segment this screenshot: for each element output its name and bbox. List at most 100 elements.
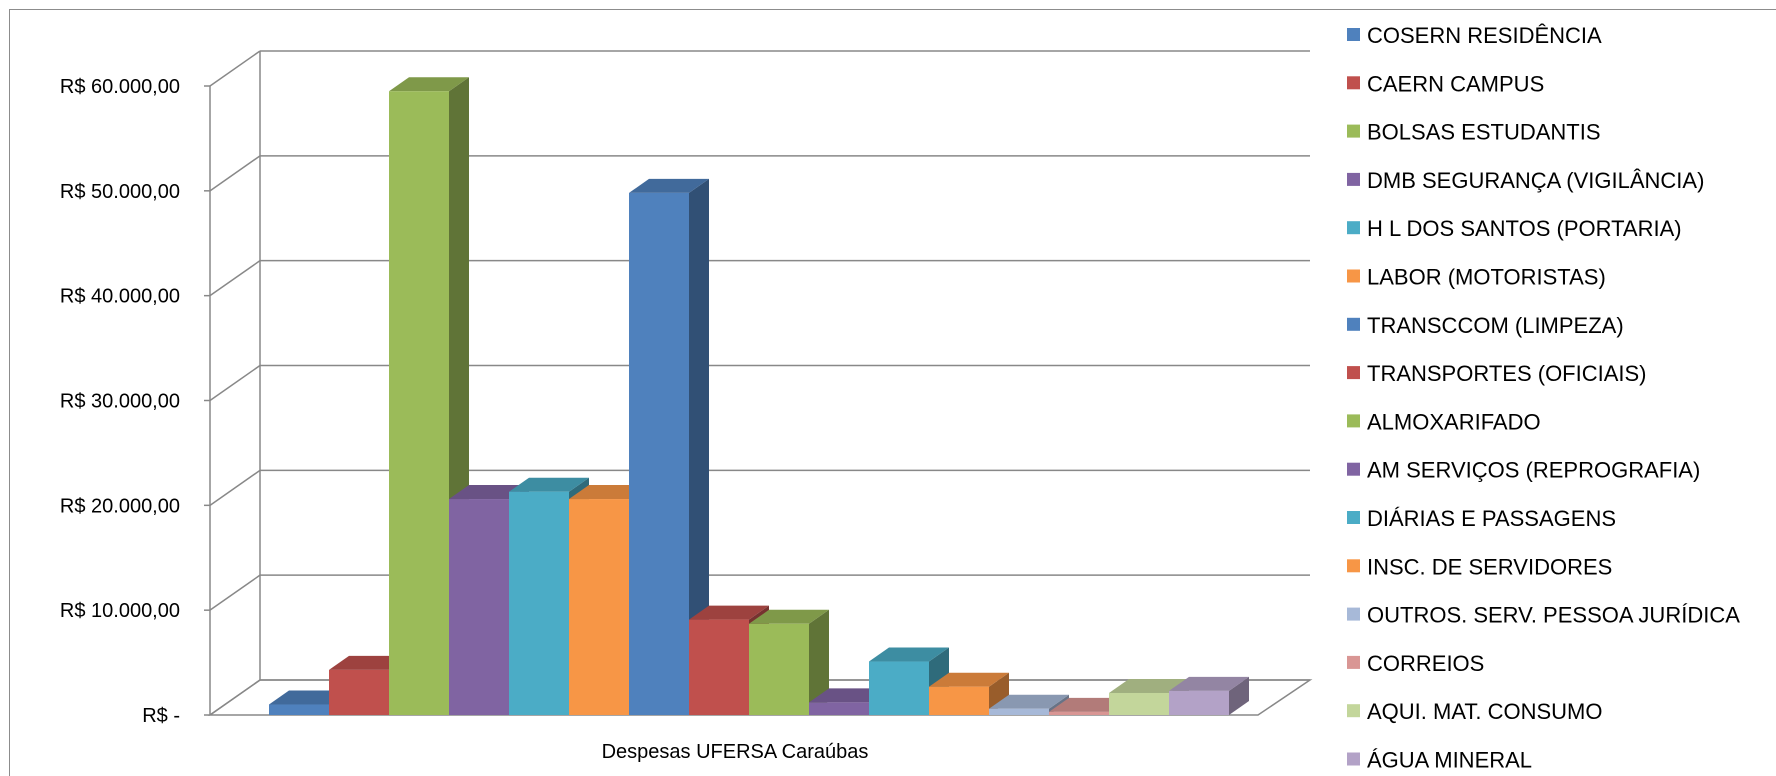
y-tick-label: R$ 30.000,00 xyxy=(60,391,180,413)
legend-item: CORREIOS xyxy=(1347,651,1484,676)
bar-top xyxy=(629,178,709,193)
gridline-side xyxy=(209,574,261,611)
legend-swatch xyxy=(1347,607,1360,621)
bar-side xyxy=(1229,676,1249,715)
legend-label: COSERN RESIDÊNCIA xyxy=(1367,23,1602,48)
legend-item: INSC. DE SERVIDORES xyxy=(1347,554,1612,579)
legend-swatch xyxy=(1347,462,1360,476)
legend-item: COSERN RESIDÊNCIA xyxy=(1347,23,1602,48)
bar-front xyxy=(389,91,449,715)
bar xyxy=(749,609,829,715)
bar-front xyxy=(989,708,1049,715)
bar-front xyxy=(629,192,689,715)
legend: COSERN RESIDÊNCIA CAERN CAMPUS BOLSAS ESTU… xyxy=(1347,23,1740,773)
legend-swatch xyxy=(1347,221,1360,235)
legend-label: OUTROS. SERV. PESSOA JURÍDICA xyxy=(1367,603,1740,628)
legend-item: ALMOXARIFADO xyxy=(1347,409,1541,434)
legend-item: TRANSPORTES (OFICIAIS) xyxy=(1347,361,1647,386)
bar xyxy=(389,77,469,715)
legend-label: BOLSAS ESTUDANTIS xyxy=(1367,120,1601,145)
bar-top xyxy=(1169,676,1249,691)
legend-item: AQUI. MAT. CONSUMO xyxy=(1347,699,1603,724)
bar-top xyxy=(929,672,1009,687)
bar xyxy=(629,178,709,715)
bar-front xyxy=(689,619,749,715)
y-tick-label: R$ 60.000,00 xyxy=(60,76,180,98)
gridline-side xyxy=(209,50,261,87)
legend-item: DIÁRIAS E PASSAGENS xyxy=(1347,506,1616,531)
bar-front xyxy=(449,499,509,715)
legend-item: ÁGUA MINERAL xyxy=(1347,748,1532,773)
legend-item: CAERN CAMPUS xyxy=(1347,71,1544,96)
bar-top xyxy=(989,694,1069,709)
bar-front xyxy=(269,704,329,715)
y-axis: R$ - R$ 10.000,00 R$ 20.000,00 R$ 30.000,00… xyxy=(60,76,211,727)
bar-top xyxy=(749,609,829,624)
gridline-side xyxy=(209,364,261,402)
legend-label: ÁGUA MINERAL xyxy=(1367,748,1532,773)
legend-swatch xyxy=(1347,28,1360,41)
legend-item: TRANSCCOM (LIMPEZA) xyxy=(1347,313,1624,338)
y-tick-label: R$ 40.000,00 xyxy=(60,286,180,308)
bar-top xyxy=(869,647,949,662)
legend-label: CAERN CAMPUS xyxy=(1367,71,1544,96)
gridline-side xyxy=(209,469,261,506)
bar xyxy=(869,647,949,715)
legend-swatch xyxy=(1347,559,1360,573)
bar-front xyxy=(1169,690,1229,715)
gridline-side xyxy=(209,155,261,192)
bar-side xyxy=(689,178,709,715)
bar-top xyxy=(1109,678,1189,693)
y-tick-label: R$ 20.000,00 xyxy=(60,495,180,517)
bar-front xyxy=(1109,692,1169,715)
legend-label: AQUI. MAT. CONSUMO xyxy=(1367,699,1603,724)
y-tick-label: R$ - xyxy=(142,705,180,727)
legend-label: TRANSCCOM (LIMPEZA) xyxy=(1367,313,1624,338)
bar-front xyxy=(1049,711,1109,715)
bar-front xyxy=(809,702,869,715)
legend-swatch xyxy=(1347,317,1360,331)
legend-label: LABOR (MOTORISTAS) xyxy=(1367,265,1606,290)
gridline-side xyxy=(209,260,261,297)
bar xyxy=(929,672,1009,715)
legend-label: TRANSPORTES (OFICIAIS) xyxy=(1367,361,1647,386)
legend-item: BOLSAS ESTUDANTIS xyxy=(1347,120,1601,145)
legend-label: AM SERVIÇOS (REPROGRAFIA) xyxy=(1367,458,1700,483)
bar-top xyxy=(389,77,469,92)
legend-label: CORREIOS xyxy=(1367,651,1484,676)
legend-swatch xyxy=(1347,172,1360,186)
legend-swatch xyxy=(1347,511,1360,524)
bars xyxy=(269,77,1249,715)
legend-item: DMB SEGURANÇA (VIGILÂNCIA) xyxy=(1347,168,1704,193)
legend-swatch xyxy=(1347,414,1360,428)
legend-item: LABOR (MOTORISTAS) xyxy=(1347,265,1606,290)
legend-label: H L DOS SANTOS (PORTARIA) xyxy=(1367,216,1682,241)
legend-item: AM SERVIÇOS (REPROGRAFIA) xyxy=(1347,458,1700,483)
legend-swatch xyxy=(1347,752,1360,766)
legend-swatch xyxy=(1347,704,1360,718)
y-tick-label: R$ 50.000,00 xyxy=(60,181,180,203)
chart-frame xyxy=(9,9,1776,776)
legend-item: H L DOS SANTOS (PORTARIA) xyxy=(1347,216,1682,241)
legend-label: INSC. DE SERVIDORES xyxy=(1367,554,1612,579)
legend-swatch xyxy=(1347,269,1360,283)
bar-front xyxy=(329,669,389,715)
gridlines xyxy=(207,50,1313,716)
legend-swatch xyxy=(1347,124,1360,138)
bar-front xyxy=(749,623,809,715)
bar xyxy=(1169,676,1249,715)
legend-label: DIÁRIAS E PASSAGENS xyxy=(1367,506,1616,531)
legend-swatch xyxy=(1347,655,1360,669)
category-label: Despesas UFERSA Caraúbas xyxy=(602,741,869,763)
bar-front xyxy=(509,491,569,715)
bar-top xyxy=(689,605,769,620)
legend-item: OUTROS. SERV. PESSOA JURÍDICA xyxy=(1347,603,1740,628)
bar-front xyxy=(869,661,929,715)
legend-swatch xyxy=(1347,366,1360,380)
bar-top xyxy=(509,477,589,492)
bar-front xyxy=(569,499,629,715)
bar-front xyxy=(929,686,989,715)
legend-label: DMB SEGURANÇA (VIGILÂNCIA) xyxy=(1367,168,1704,193)
legend-label: ALMOXARIFADO xyxy=(1367,409,1541,434)
